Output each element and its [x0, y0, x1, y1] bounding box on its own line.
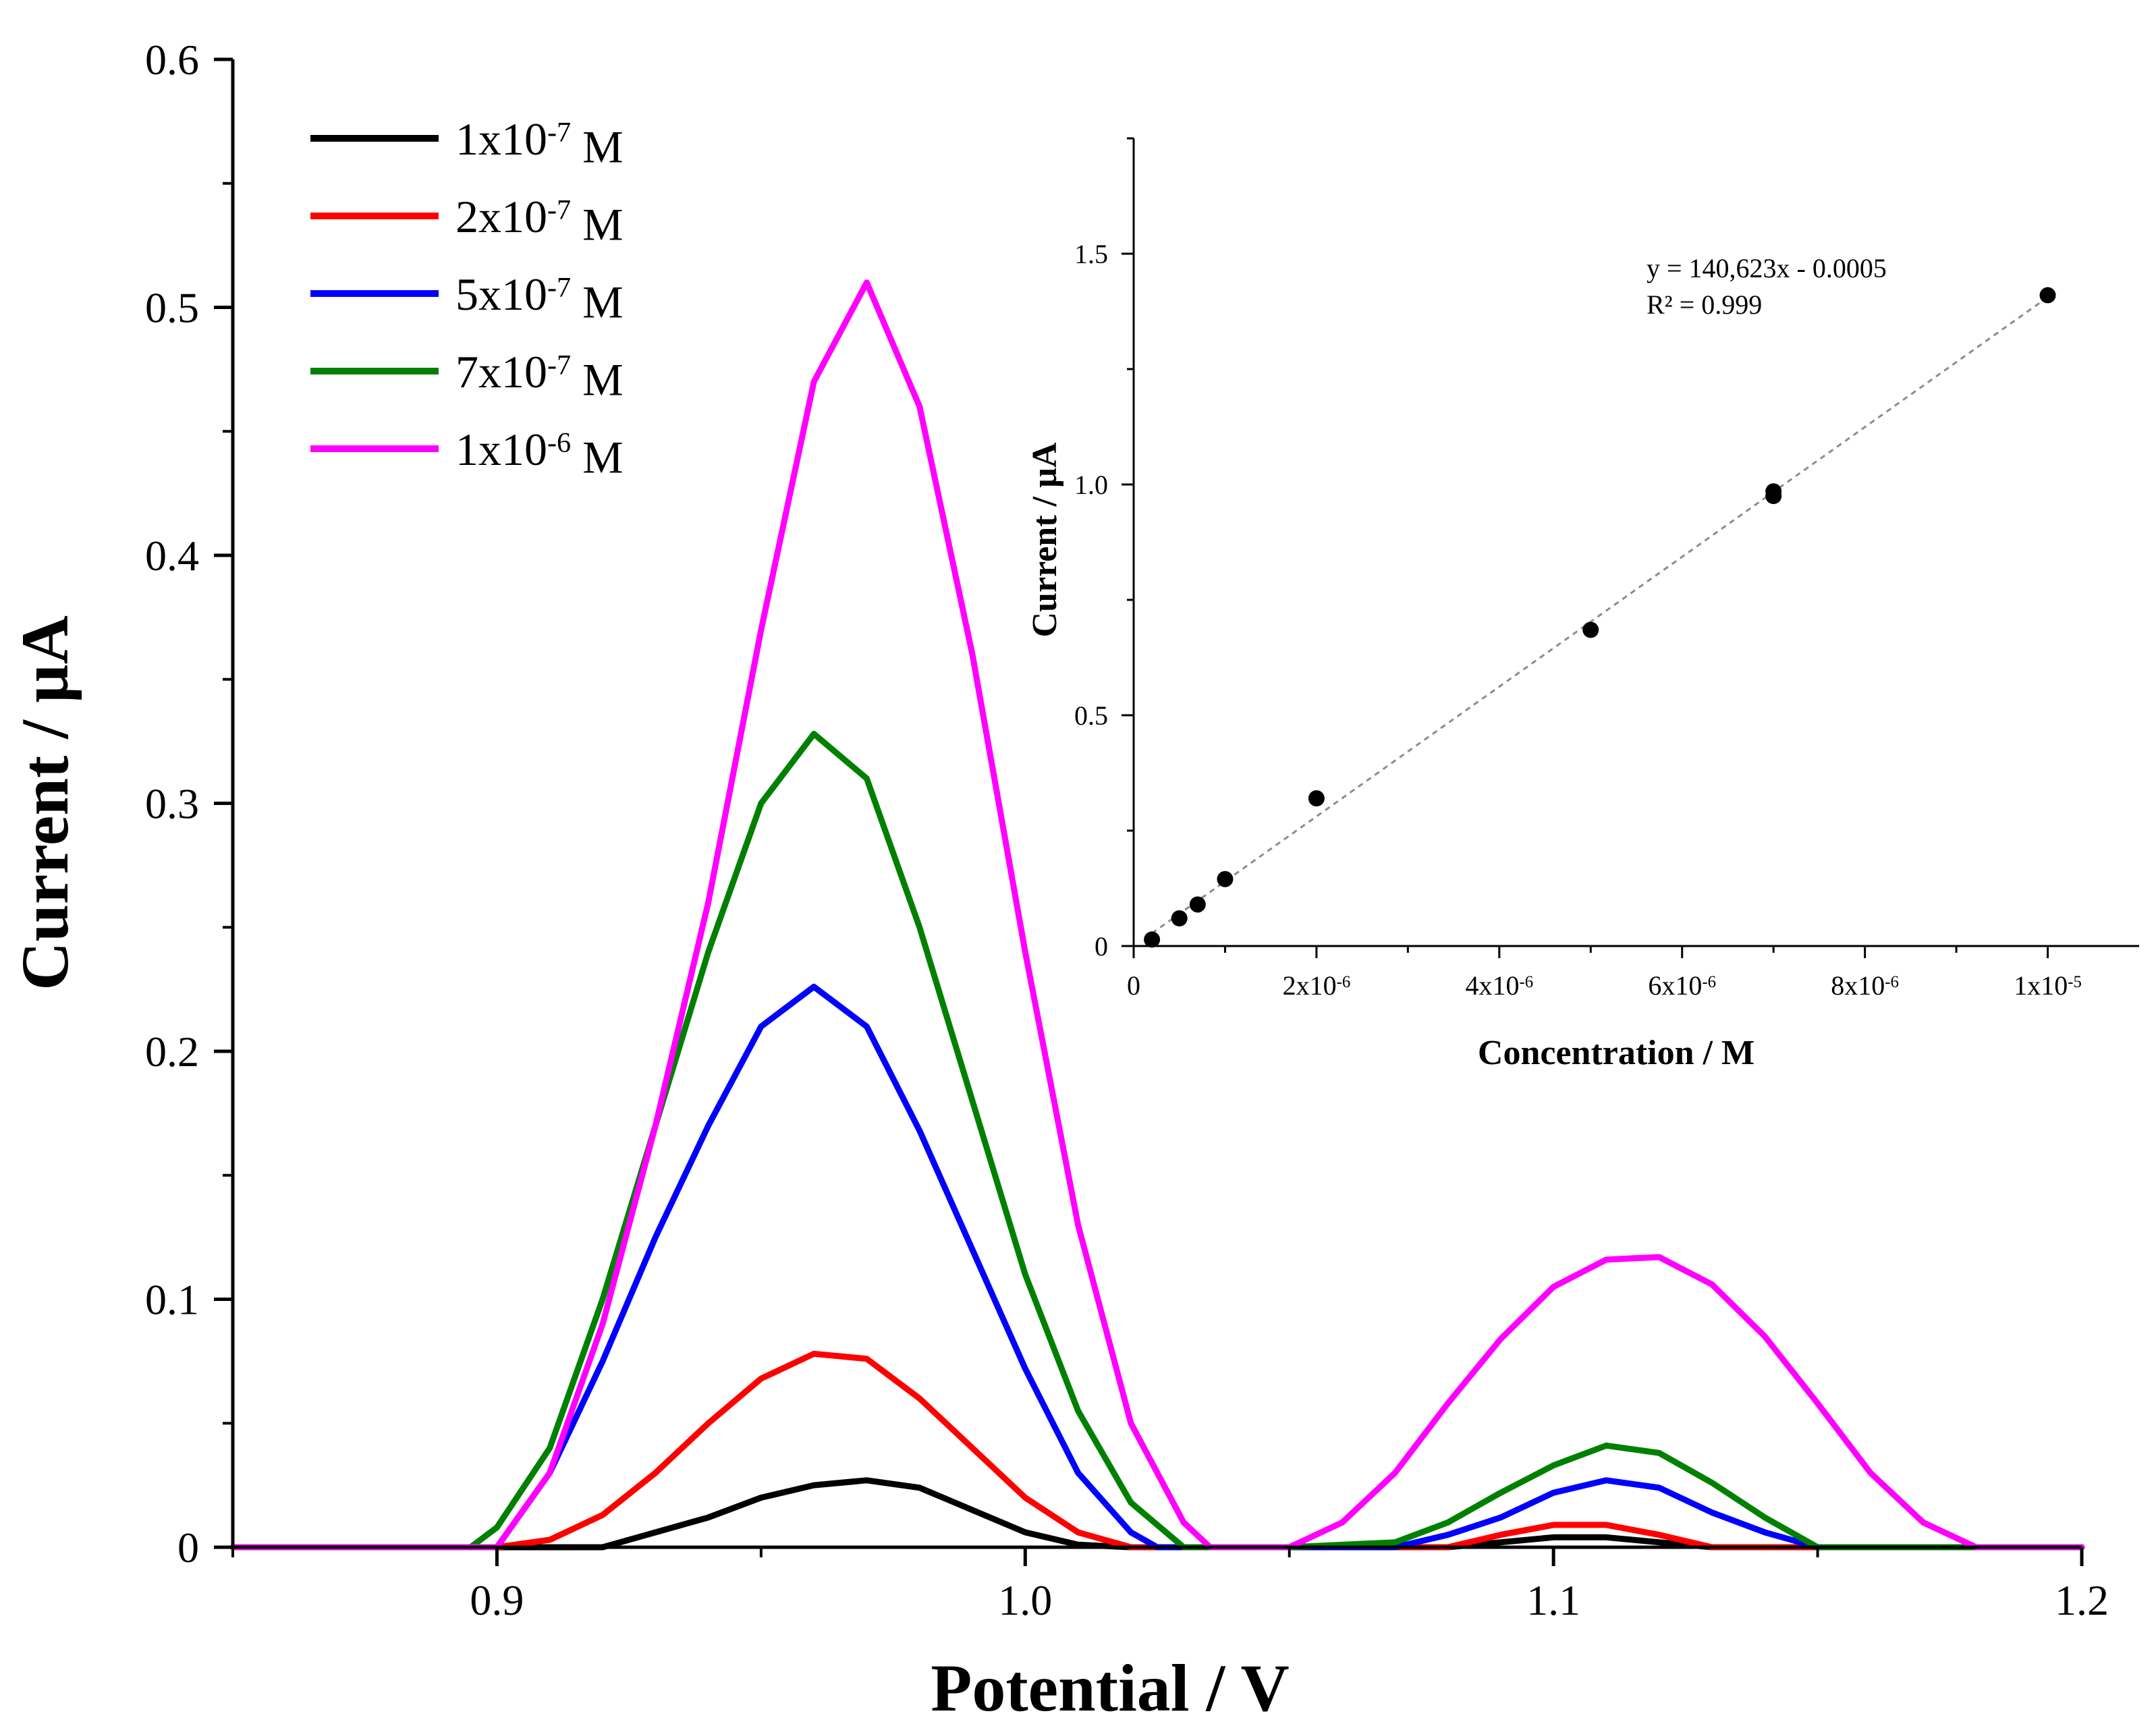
legend-label-2-exponent: -7 — [547, 194, 571, 226]
legend-label-1: 1x10-7 M — [455, 113, 624, 173]
y-tick-label: 0.6 — [145, 36, 199, 84]
y-tick-label: 0.3 — [145, 780, 199, 828]
legend-label-3-exponent: -7 — [547, 272, 571, 304]
inset-plot: 00.51.01.50 2x10-6 4x10-6 6x10-6 8x10-6 1x10-… — [1026, 137, 2139, 1072]
legend-label-2-unit: M — [571, 199, 623, 250]
legend-label-3-unit: M — [571, 277, 623, 328]
data-point — [1171, 910, 1188, 926]
data-point — [1189, 896, 1206, 913]
legend-label-3-base: 5x10 — [455, 269, 547, 320]
inset-x-tick-label-exponent: -6 — [1519, 973, 1533, 991]
series-line-3 — [229, 983, 2085, 1551]
inset-x-tick-label: 4x10-6 — [1465, 970, 1533, 1001]
legend-label-5-exponent: -6 — [547, 427, 571, 459]
inset-x-tick-label: 0 — [1127, 970, 1140, 1001]
legend-label-1-exponent: -7 — [547, 117, 571, 148]
legend-label-4: 7x10-7 M — [455, 346, 624, 406]
data-point — [1217, 870, 1234, 887]
x-tick-label: 1.2 — [2055, 1576, 2109, 1624]
legend-label-2: 2x10-7 M — [455, 191, 624, 250]
inset-x-tick-label-exponent: -6 — [1702, 973, 1716, 991]
main-plot: 0 0.1 0.2 0.3 0.4 0.5 0.6 0.9 1.0 1.1 1.2 Potential… — [7, 36, 2109, 1722]
data-point — [1582, 621, 1599, 638]
legend-label-1-unit: M — [571, 121, 623, 173]
legend-label-5-base: 1x10 — [455, 424, 547, 475]
y-tick-label: 0.4 — [145, 532, 199, 580]
legend-label-2-base: 2x10 — [455, 191, 547, 242]
x-tick-label: 1.1 — [1526, 1576, 1580, 1624]
inset-x-tick-label-base: 2x10 — [1283, 970, 1337, 1001]
data-point — [1308, 790, 1325, 807]
inset-y-tick-label: 0 — [1095, 931, 1108, 962]
fit-line — [1151, 296, 2049, 935]
y-tick-label: 0.5 — [145, 284, 199, 332]
inset-x-tick-label-exponent: -5 — [2068, 973, 2082, 991]
series-line-1 — [229, 1477, 2085, 1551]
x-tick-label: 1.0 — [998, 1576, 1052, 1624]
inset-x-tick-label: 1x10-5 — [2014, 970, 2082, 1001]
legend-label-4-unit: M — [571, 354, 623, 406]
legend-label-3: 5x10-7 M — [455, 269, 624, 328]
inset-x-axis-title: Concentration / M — [1478, 1034, 1754, 1072]
inset-x-tick-label-base: 8x10 — [1831, 970, 1885, 1001]
x-tick-label: 0.9 — [470, 1576, 524, 1624]
series-line-2 — [229, 1350, 2085, 1551]
fit-equation: y = 140,623x - 0.0005 — [1647, 253, 1887, 283]
inset-x-tick-label-base: 1x10 — [2014, 970, 2068, 1001]
inset-y-tick-label: 1.5 — [1074, 239, 1108, 269]
legend-label-4-base: 7x10 — [455, 346, 547, 397]
inset-x-tick-label-exponent: -6 — [1337, 973, 1351, 991]
inset-y-tick-label: 0.5 — [1074, 700, 1108, 731]
y-tick-label: 0.2 — [145, 1028, 199, 1076]
r-squared: R² = 0.999 — [1647, 289, 1762, 320]
legend-label-5-unit: M — [571, 432, 623, 483]
inset-x-tick-label: 2x10-6 — [1283, 970, 1351, 1001]
x-axis-title: Potential / V — [931, 1650, 1289, 1722]
y-tick-label: 0 — [177, 1524, 199, 1572]
legend-label-5: 1x10-6 M — [455, 424, 624, 483]
inset-x-tick-label-base: 6x10 — [1648, 970, 1702, 1001]
inset-x-tick-label-exponent: -6 — [1885, 973, 1899, 991]
legend-label-1-base: 1x10 — [455, 113, 547, 165]
series-line-4 — [229, 731, 2085, 1551]
data-point — [2039, 287, 2056, 304]
inset-x-tick-label-base: 0 — [1127, 970, 1140, 1001]
inset-x-tick-label-base: 4x10 — [1465, 970, 1519, 1001]
data-point — [1765, 483, 1782, 500]
inset-x-tick-label: 6x10-6 — [1648, 970, 1716, 1001]
y-tick-label: 0.1 — [145, 1276, 199, 1324]
y-axis-title: Current / µA — [7, 615, 82, 991]
inset-x-tick-label: 8x10-6 — [1831, 970, 1899, 1001]
legend-label-4-exponent: -7 — [547, 350, 571, 381]
inset-y-tick-label: 1.0 — [1074, 470, 1108, 500]
data-point — [1144, 931, 1161, 948]
inset-y-axis-title: Current / µA — [1026, 442, 1064, 637]
